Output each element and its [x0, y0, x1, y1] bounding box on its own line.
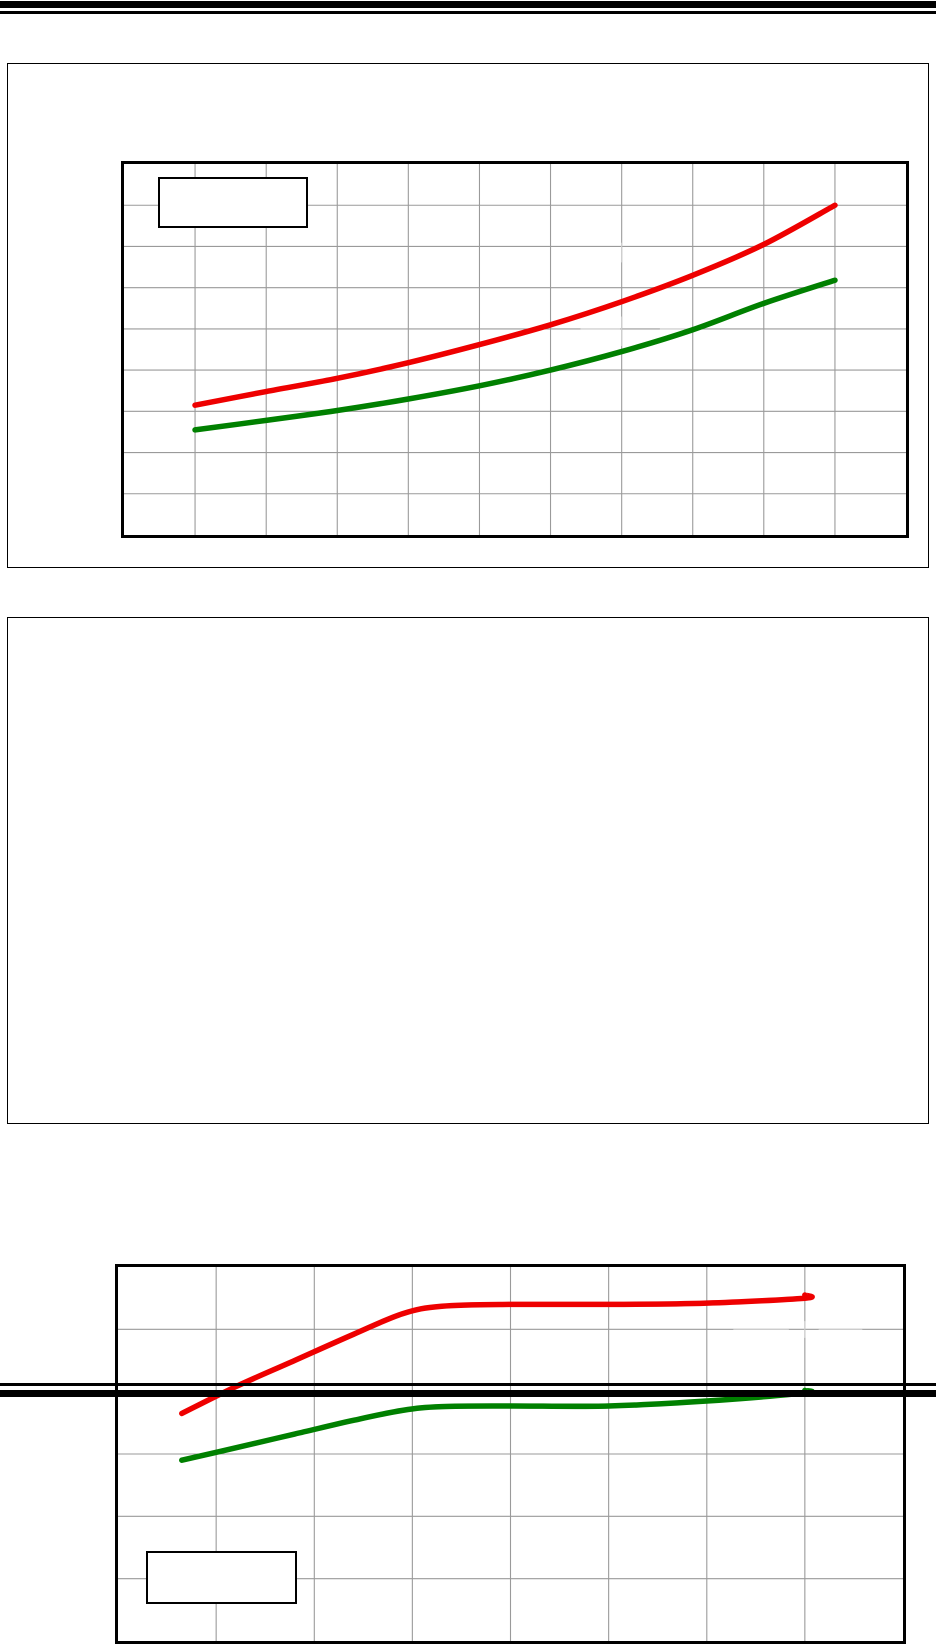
header-rule-thin — [0, 11, 936, 14]
figure-2-legend-box — [146, 1551, 297, 1604]
figure-2-frame — [7, 617, 929, 1644]
figure-1-frame — [7, 63, 929, 568]
footer-rule-thick — [0, 1390, 936, 1397]
footer-rule-thin — [0, 1383, 936, 1386]
header-rule-thick — [0, 1, 936, 8]
figure-1-legend-box — [158, 177, 308, 228]
